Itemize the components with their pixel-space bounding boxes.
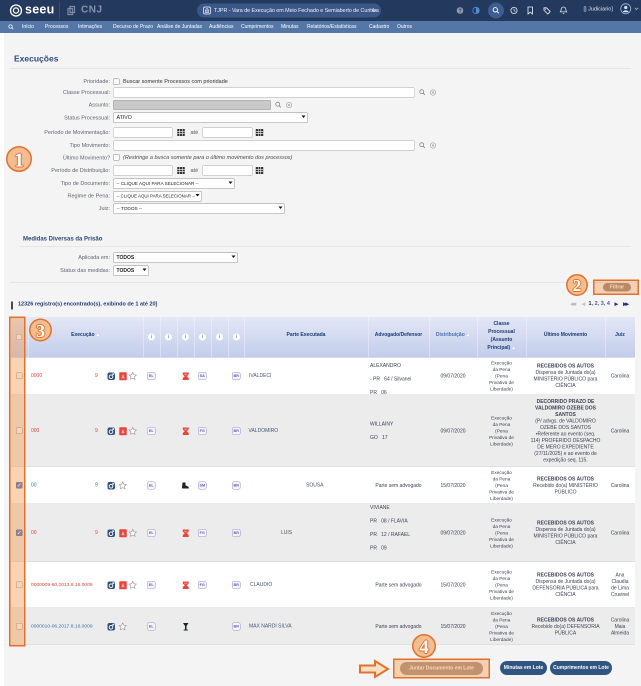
svg-text:?: ? [458, 8, 461, 14]
